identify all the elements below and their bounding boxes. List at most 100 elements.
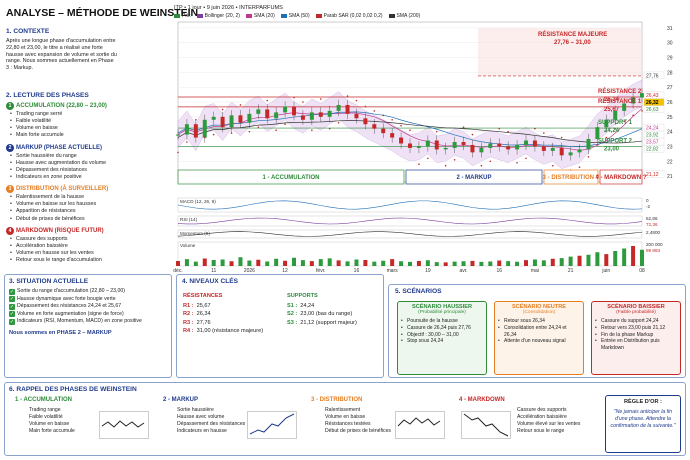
- volume-bar: [631, 246, 636, 266]
- volume-bar: [372, 261, 377, 266]
- candle: [452, 142, 457, 148]
- phase-bullets: Ralentissement de la hausseVolume en bai…: [10, 194, 168, 223]
- indicator-tick: 99 863: [646, 248, 660, 253]
- level-key: R4 :: [183, 328, 194, 335]
- sar-dot: [373, 110, 376, 112]
- candle: [541, 146, 546, 151]
- volume-bar: [586, 254, 591, 266]
- candle: [372, 124, 377, 129]
- sar-dot: [355, 99, 358, 102]
- level-row: R1 :25,67: [183, 302, 283, 310]
- scenario-bullet: Attente d'un nouveau signal: [498, 338, 580, 345]
- res-title: RÉSISTANCES: [183, 293, 223, 299]
- scenario-title: SCÉNARIO HAUSSIER: [412, 304, 472, 310]
- level-value: 27,76: [196, 319, 211, 326]
- candle: [443, 147, 448, 150]
- recap-bullet: Volume en baisse: [325, 413, 366, 420]
- level-sub: 23,00: [604, 146, 620, 152]
- phase-number: 4: [6, 226, 14, 235]
- volume-bar: [229, 261, 234, 266]
- volume-bar: [336, 260, 341, 266]
- phase-label: MARKDOWN (RISQUE FUTUR): [16, 227, 104, 234]
- candle: [559, 147, 564, 156]
- level-label: RÉSISTANCE 1: [598, 97, 642, 105]
- y-tick-label: 25: [667, 115, 673, 121]
- x-tick-label: avr.: [460, 268, 468, 274]
- x-tick-label: 21: [568, 268, 574, 274]
- chart-info: ITP • 1 jour • 9 juin 2026 • INTERPARFUM…: [174, 5, 283, 11]
- recap-mini-line: [463, 413, 509, 437]
- price-tag-bg: [643, 71, 665, 80]
- sar-dot: [596, 144, 599, 146]
- candle: [274, 112, 279, 119]
- volume-bar: [238, 257, 243, 266]
- sar-dot: [328, 127, 331, 130]
- x-tick-label: 08: [639, 268, 645, 274]
- y-tick-label: 22: [667, 159, 673, 165]
- sma-line: [177, 108, 643, 151]
- price-chart: 21 22 23 24 25 26 27 28 29 30 31 RÉSISTANCE MAJEURE…: [173, 21, 673, 274]
- legend-label: Parab SAR (0,02 0,02 0,2): [323, 13, 383, 19]
- sar-dot: [400, 124, 402, 127]
- indicator-name: RSI (14): [180, 217, 198, 222]
- zone-label: 3 - DISTRIBUTION ?: [543, 175, 600, 181]
- price-tag-bg: [643, 144, 665, 153]
- volume-bar: [506, 261, 511, 266]
- level-row: R4 :31,00 (résistance majeure): [183, 327, 283, 335]
- recap-bullet: Début de prises de bénéfices: [325, 427, 391, 434]
- context-text: Après une longue phase d'accumulation en…: [6, 38, 117, 71]
- recap-phase-title: 1 - ACCUMULATION: [15, 397, 72, 403]
- volume-bar: [354, 259, 359, 266]
- legend-label: Bollinger (20, 2): [204, 13, 240, 19]
- legend-swatch: [388, 14, 395, 18]
- recap-bullet: Hausse avec volume: [177, 413, 225, 420]
- candle: [202, 119, 207, 138]
- price-tag: 26,63: [646, 107, 659, 113]
- candle: [479, 147, 484, 153]
- level-key: S1 :: [287, 303, 298, 309]
- scenario-bullet: Stop sous 24,24: [401, 338, 483, 345]
- sar-dot: [319, 98, 322, 100]
- candle: [318, 112, 323, 117]
- recap-phase-title: 3 - DISTRIBUTION: [311, 397, 363, 403]
- recap-phase-bullets: Cassure des supports Accélération baissiè…: [517, 407, 580, 435]
- recap-mini-line: [249, 413, 295, 435]
- phase-bullet: Dépassement des résistances: [10, 167, 168, 174]
- price-tag: 26,32: [646, 100, 659, 106]
- scenario-sub: (Faible probabilité): [616, 310, 656, 315]
- phase-label: ACCUMULATION (22,80 – 23,00): [16, 103, 107, 109]
- sar-dot: [480, 164, 483, 167]
- zone-box: [599, 169, 643, 185]
- phase-title: 1 ACCUMULATION (22,80 – 23,00): [6, 102, 168, 110]
- legend-label: SMA (50): [288, 13, 310, 19]
- phase-label: DISTRIBUTION (À SURVEILLER): [16, 186, 109, 193]
- sar-dot: [551, 164, 554, 167]
- volume-bar: [390, 259, 395, 266]
- recap-phase: 2 - MARKUP Sortie haussière Hausse avec vo…: [163, 397, 303, 453]
- phase-bullet: Volume en hausse sur les ventes: [10, 250, 168, 257]
- volume-bar: [345, 261, 350, 266]
- recap-heading: 6. RAPPEL DES PHASES DE WEINSTEIN: [9, 386, 137, 393]
- sar-dot: [623, 120, 625, 123]
- x-tick-label: 11: [211, 268, 216, 274]
- recap-bullet: Ralentissement: [325, 407, 361, 413]
- volume-bar: [452, 261, 457, 266]
- sma-line: [177, 111, 643, 148]
- legend-item: Prix: [174, 13, 191, 19]
- scenario-card: SCÉNARIO NEUTRE(Consolidation) Retour sou…: [494, 301, 584, 375]
- volume-bar: [283, 260, 288, 266]
- recap-bullet: Résistances testées: [325, 420, 371, 427]
- situation-item: ✓ Indicateurs (RSI, Momentum, MACD) en zo…: [9, 318, 167, 326]
- level-label: RÉSISTANCE 2: [598, 87, 642, 95]
- candle: [515, 144, 520, 150]
- sar-dot: [489, 160, 492, 163]
- check-icon: ✓: [9, 288, 15, 295]
- level-value: 26,34: [196, 311, 211, 318]
- scenario-bullet: Fin de la phase Markup: [595, 332, 677, 339]
- volume-bar: [622, 248, 627, 266]
- candle: [622, 103, 627, 111]
- volume-bar: [461, 261, 466, 266]
- candle: [184, 124, 189, 135]
- major-resistance-band: [478, 27, 642, 76]
